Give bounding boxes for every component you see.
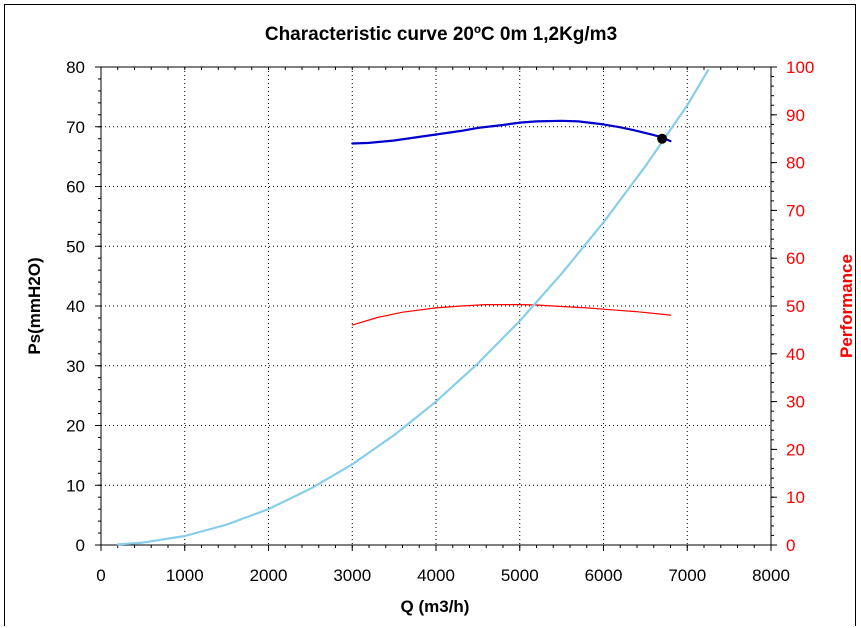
x-tick-label: 4000: [417, 566, 455, 585]
y2-tick-label: 30: [786, 393, 805, 412]
y-tick-label: 60: [66, 178, 85, 197]
x-tick-label: 8000: [752, 566, 790, 585]
grid-lines: [101, 67, 771, 545]
y2-tick-label: 10: [786, 488, 805, 507]
operating-point-markers: [657, 133, 668, 144]
y2-tick-label: 0: [786, 536, 795, 555]
y-tick-label: 80: [66, 58, 85, 77]
series-line-2: [351, 304, 672, 326]
operating-point: [657, 133, 668, 144]
x-tick-label: 2000: [250, 566, 288, 585]
y2-tick-label: 80: [786, 154, 805, 173]
y2-tick-label: 50: [786, 297, 805, 316]
x-tick-label: 5000: [501, 566, 539, 585]
chart-frame: [4, 4, 856, 626]
y2-tick-label: 70: [786, 201, 805, 220]
y-tick-label: 30: [66, 357, 85, 376]
y2-tick-label: 40: [786, 345, 805, 364]
y-tick-label: 70: [66, 118, 85, 137]
y2-tick-label: 60: [786, 249, 805, 268]
x-tick-label: 0: [96, 566, 105, 585]
x-tick-label: 3000: [333, 566, 371, 585]
y-tick-label: 10: [66, 476, 85, 495]
right-axis-ticks: 0 10 20 30 40 50 60 70 80 90 100: [771, 58, 814, 555]
left-axis-ticks: 0 10 20 30 40 50 60 70 80: [66, 58, 101, 555]
x-axis-title: Q (m3/h): [401, 597, 470, 616]
y2-tick-label: 100: [786, 58, 814, 77]
series-line-1: [351, 119, 672, 145]
x-tick-label: 1000: [166, 566, 204, 585]
series-line-3: [116, 68, 710, 546]
chart-title: Characteristic curve 20ºC 0m 1,2Kg/m3: [265, 24, 617, 45]
y-tick-label: 20: [66, 417, 85, 436]
series-lines: [116, 68, 710, 546]
y2-axis-title: Performance: [837, 254, 856, 358]
y-tick-label: 0: [76, 536, 85, 555]
y2-tick-label: 20: [786, 440, 805, 459]
bottom-axis-ticks: 0 1000 2000 3000 4000 5000 6000 7000 8000: [96, 545, 790, 585]
x-tick-label: 6000: [585, 566, 623, 585]
y-axis-title: Ps(mmH2O): [25, 257, 44, 354]
y-tick-label: 40: [66, 297, 85, 316]
y2-tick-label: 90: [786, 106, 805, 125]
x-tick-label: 7000: [668, 566, 706, 585]
y-tick-label: 50: [66, 237, 85, 256]
